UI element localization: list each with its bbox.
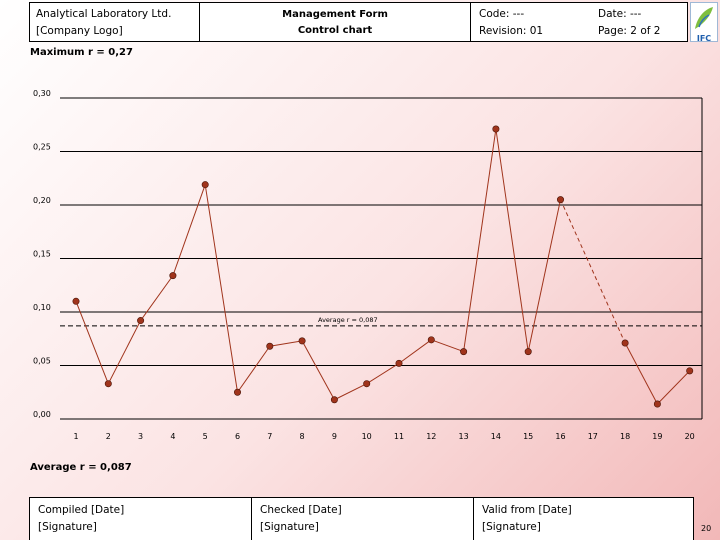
series-segment bbox=[527, 199, 561, 352]
average-range-label: Average r = 0,087 bbox=[30, 462, 132, 473]
x-tick-label: 3 bbox=[138, 432, 143, 441]
data-point bbox=[686, 367, 694, 375]
x-tick-label: 6 bbox=[235, 432, 240, 441]
series-segment bbox=[107, 320, 142, 384]
x-tick-label: 10 bbox=[362, 432, 372, 441]
footer-compiled-cell: Compiled [Date] [Signature] bbox=[30, 498, 252, 540]
form-code: Code: --- bbox=[479, 8, 525, 20]
form-subtitle: Control chart bbox=[297, 25, 373, 36]
header-meta-cell: Code: --- Revision: 01 Date: --- Page: 2… bbox=[471, 3, 689, 41]
x-tick-label: 20 bbox=[685, 432, 695, 441]
form-header: Analytical Laboratory Ltd. [Company Logo… bbox=[29, 2, 688, 42]
x-tick-label: 5 bbox=[203, 432, 208, 441]
data-point bbox=[395, 359, 403, 367]
series-segment bbox=[334, 383, 367, 401]
data-point bbox=[621, 339, 629, 347]
x-tick-label: 15 bbox=[523, 432, 533, 441]
max-range-label: Maximum r = 0,27 bbox=[30, 47, 133, 58]
chart-grid bbox=[60, 97, 703, 420]
ifc-leaf-icon bbox=[695, 7, 713, 29]
series-segment bbox=[366, 362, 400, 385]
series-segment bbox=[140, 275, 174, 321]
data-point bbox=[363, 380, 371, 388]
footer-checked-cell: Checked [Date] [Signature] bbox=[252, 498, 474, 540]
x-tick-label: 9 bbox=[332, 432, 337, 441]
x-tick-label: 13 bbox=[459, 432, 469, 441]
compiled-signature: [Signature] bbox=[38, 521, 97, 533]
data-point bbox=[201, 181, 209, 189]
series-gap-segment bbox=[560, 199, 626, 344]
x-tick-label: 4 bbox=[170, 432, 175, 441]
valid-signature: [Signature] bbox=[482, 521, 541, 533]
series-segment bbox=[624, 342, 658, 405]
form-revision: Revision: 01 bbox=[479, 25, 544, 37]
data-point bbox=[556, 196, 564, 204]
checked-date: Checked [Date] bbox=[260, 504, 342, 516]
series-segment bbox=[269, 340, 303, 347]
y-axis-ticks: 0,00 0,05 0,10 0,15 0,20 0,25 0,30 bbox=[33, 89, 51, 419]
x-tick-label: 7 bbox=[267, 432, 272, 441]
page-number: 20 bbox=[701, 524, 712, 533]
header-title-cell: Management Form Control chart bbox=[200, 3, 471, 41]
x-tick-label: 8 bbox=[300, 432, 305, 441]
x-tick-label: 17 bbox=[588, 432, 598, 441]
ifc-logo bbox=[690, 2, 718, 42]
data-point bbox=[234, 388, 242, 396]
x-tick-label: 2 bbox=[106, 432, 111, 441]
company-name: Analytical Laboratory Ltd. bbox=[36, 8, 172, 20]
approval-footer: Compiled [Date] [Signature] Checked [Dat… bbox=[29, 497, 694, 540]
series-markers bbox=[72, 125, 694, 408]
y-tick-label: 0,30 bbox=[33, 89, 51, 98]
x-tick-label: 16 bbox=[555, 432, 565, 441]
series-segment bbox=[237, 345, 271, 393]
data-point bbox=[427, 336, 435, 344]
series-segment bbox=[204, 184, 238, 393]
data-point bbox=[524, 348, 532, 356]
data-point bbox=[137, 317, 145, 325]
data-point bbox=[298, 337, 306, 345]
form-title: Management Form bbox=[282, 9, 388, 20]
header-company-cell: Analytical Laboratory Ltd. [Company Logo… bbox=[30, 3, 200, 41]
average-line-label: Average r = 0,087 bbox=[318, 316, 378, 324]
y-tick-label: 0,20 bbox=[33, 196, 51, 205]
valid-from-date: Valid from [Date] bbox=[482, 504, 572, 516]
y-tick-label: 0,15 bbox=[33, 250, 51, 259]
series-segment bbox=[495, 128, 529, 352]
series-segment bbox=[172, 184, 206, 276]
data-point bbox=[330, 396, 338, 404]
company-logo-placeholder: [Company Logo] bbox=[36, 25, 123, 37]
checked-signature: [Signature] bbox=[260, 521, 319, 533]
form-date: Date: --- bbox=[598, 8, 642, 20]
series-segment bbox=[431, 339, 464, 353]
y-tick-label: 0,00 bbox=[33, 410, 51, 419]
data-point bbox=[72, 297, 80, 305]
series-segment bbox=[398, 339, 432, 364]
x-tick-label: 19 bbox=[652, 432, 662, 441]
data-point bbox=[492, 125, 500, 133]
y-tick-label: 0,25 bbox=[33, 143, 51, 152]
series-segment bbox=[301, 340, 335, 400]
form-page: Page: 2 of 2 bbox=[598, 25, 661, 37]
series-line bbox=[75, 128, 691, 405]
x-tick-label: 14 bbox=[491, 432, 501, 441]
y-tick-label: 0,05 bbox=[33, 357, 51, 366]
x-axis-ticks: 1 2 3 4 5 6 7 8 9 10 11 12 13 14 15 16 17 18 19 20 bbox=[73, 432, 694, 441]
data-point bbox=[266, 342, 274, 350]
x-tick-label: 1 bbox=[73, 432, 78, 441]
y-tick-label: 0,10 bbox=[33, 303, 51, 312]
x-tick-label: 12 bbox=[426, 432, 436, 441]
series-segment bbox=[75, 301, 109, 384]
series-segment bbox=[463, 128, 497, 352]
x-tick-label: 18 bbox=[620, 432, 630, 441]
ifc-logo-text: IFC bbox=[696, 34, 712, 43]
compiled-date: Compiled [Date] bbox=[38, 504, 125, 516]
data-point bbox=[460, 348, 468, 356]
data-point bbox=[169, 272, 177, 280]
data-point bbox=[653, 400, 661, 408]
x-tick-label: 11 bbox=[394, 432, 404, 441]
footer-valid-cell: Valid from [Date] [Signature] bbox=[474, 498, 695, 540]
series-segment bbox=[657, 370, 691, 405]
data-point bbox=[104, 380, 112, 388]
